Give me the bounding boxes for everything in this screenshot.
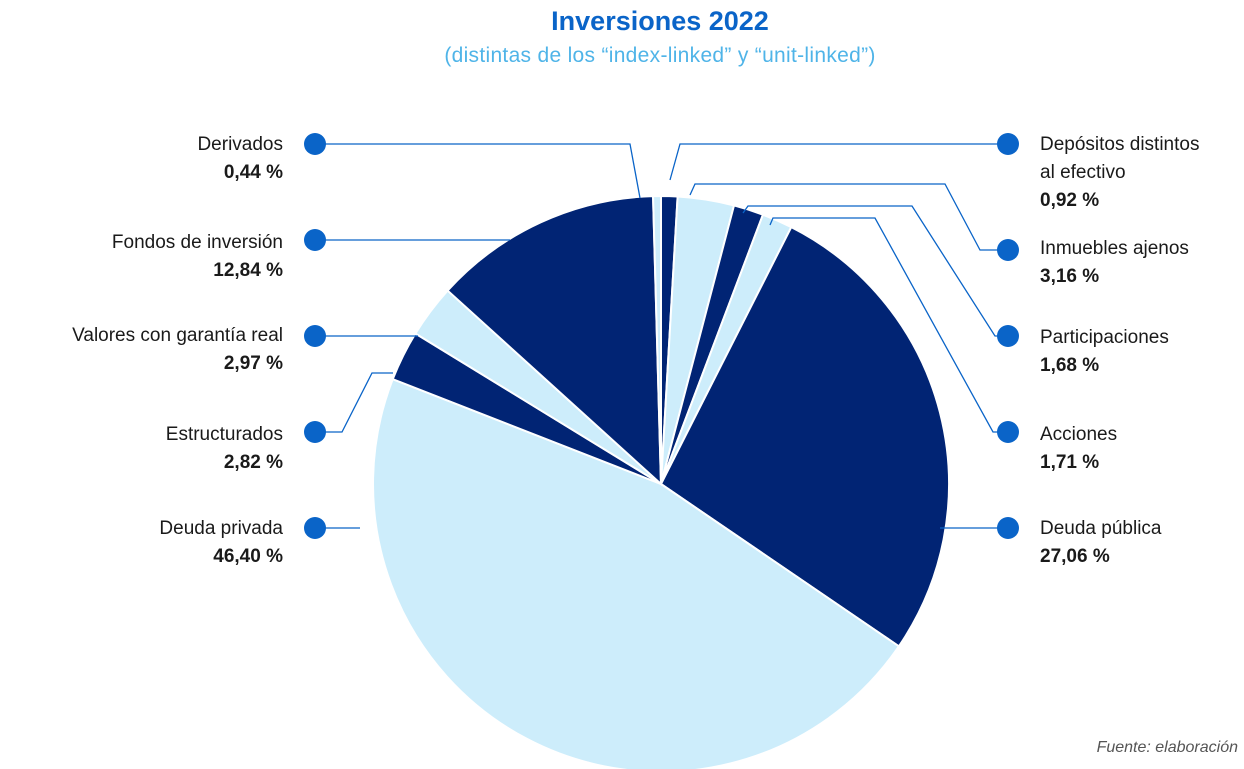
- label-inmuebles: Inmuebles ajenos 3,16 %: [1040, 235, 1189, 291]
- label-derivados: Derivados 0,44 %: [197, 131, 283, 187]
- label-estructurados-name: Estructurados: [165, 424, 283, 445]
- label-participaciones: Participaciones 1,68 %: [1040, 324, 1169, 380]
- label-markers: [304, 133, 1019, 539]
- label-acciones-value: 1,71 %: [1040, 452, 1100, 473]
- label-estructurados-value: 2,82 %: [223, 452, 283, 473]
- leader-line-8: [315, 372, 393, 433]
- label-valores: Valores con garantía real 2,97 %: [72, 322, 283, 378]
- label-fondos-name: Fondos de inversión: [111, 232, 283, 253]
- pie-slices: [372, 194, 950, 769]
- leader-line-1: [689, 183, 1008, 251]
- label-deuda-publica-value: 27,06 %: [1040, 546, 1110, 567]
- label-marker-1: [997, 239, 1019, 261]
- pie-slice-8: [446, 195, 663, 487]
- label-deuda-privada-name: Deuda privada: [159, 518, 283, 539]
- label-marker-4: [997, 517, 1019, 539]
- label-fondos-value: 12,84 %: [213, 260, 283, 281]
- label-depositos-name-1: Depósitos distintos: [1040, 134, 1200, 155]
- label-marker-7: [304, 325, 326, 347]
- label-participaciones-name: Participaciones: [1040, 327, 1169, 348]
- label-deuda-publica-name: Deuda pública: [1040, 518, 1162, 539]
- label-participaciones-value: 1,68 %: [1040, 355, 1100, 376]
- label-marker-9: [304, 517, 326, 539]
- label-valores-value: 2,97 %: [223, 353, 283, 374]
- chart-title: Inversiones 2022: [551, 6, 769, 36]
- pie-slice-9: [652, 194, 662, 485]
- label-acciones-name: Acciones: [1040, 424, 1118, 445]
- label-marker-8: [304, 421, 326, 443]
- label-marker-2: [997, 325, 1019, 347]
- label-estructurados: Estructurados 2,82 %: [166, 421, 283, 477]
- label-derivados-name: Derivados: [197, 134, 283, 155]
- pie-slice-4: [659, 225, 950, 648]
- source-note: Fuente: elaboración: [1096, 739, 1238, 756]
- label-derivados-value: 0,44 %: [223, 162, 283, 183]
- label-depositos: Depósitos distintos al efectivo 0,92 %: [1040, 131, 1199, 215]
- label-marker-5: [304, 133, 326, 155]
- label-deuda-privada: Deuda privada 46,40 %: [159, 515, 283, 571]
- leader-line-5: [315, 143, 641, 199]
- label-depositos-value: 0,92 %: [1040, 190, 1100, 211]
- label-inmuebles-value: 3,16 %: [1040, 266, 1100, 287]
- leader-line-0: [669, 143, 1008, 181]
- label-depositos-name-2: al efectivo: [1040, 162, 1126, 183]
- label-deuda-publica: Deuda pública 27,06 %: [1040, 515, 1161, 571]
- pie-slice-5: [372, 377, 901, 769]
- label-valores-name: Valores con garantía real: [72, 325, 283, 346]
- label-fondos: Fondos de inversión 12,84 %: [112, 229, 283, 285]
- label-marker-6: [304, 229, 326, 251]
- label-acciones: Acciones 1,71 %: [1040, 421, 1117, 477]
- label-marker-0: [997, 133, 1019, 155]
- chart-subtitle: (distintas de los “index-linked” y “unit…: [444, 44, 876, 67]
- label-marker-3: [997, 421, 1019, 443]
- label-inmuebles-name: Inmuebles ajenos: [1040, 238, 1189, 259]
- label-deuda-privada-value: 46,40 %: [213, 546, 283, 567]
